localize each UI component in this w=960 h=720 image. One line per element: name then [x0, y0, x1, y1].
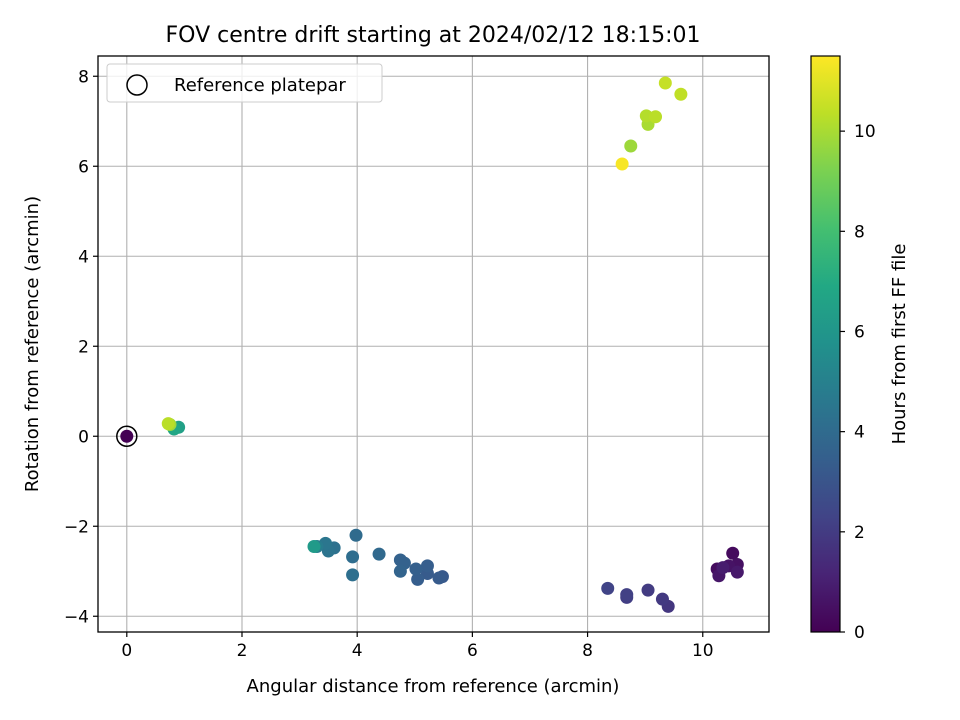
x-tick-label: 8: [582, 641, 593, 661]
legend-marker-reference: [126, 74, 148, 96]
y-tick-label: −4: [64, 607, 89, 627]
plot-frame: [97, 55, 770, 633]
colorbar-tick-label: 4: [854, 423, 865, 443]
colorbar-tick-label: 6: [854, 322, 865, 342]
data-point: [393, 553, 407, 567]
x-axis-label: Angular distance from reference (arcmin): [247, 676, 620, 697]
x-axis-ticks: 0 2 4 6 8 10: [121, 632, 714, 661]
x-tick-label: 10: [692, 641, 714, 661]
data-point: [346, 550, 360, 564]
y-axis-ticks: −4 −2 0 2 4 6 8: [64, 67, 98, 627]
data-point: [726, 546, 740, 560]
data-point: [649, 110, 663, 124]
y-tick-label: 0: [78, 427, 89, 447]
y-tick-label: 8: [78, 67, 89, 87]
data-point: [409, 562, 423, 576]
data-point: [346, 568, 360, 582]
data-point: [411, 572, 425, 586]
data-point: [641, 583, 655, 597]
colorbar-tick-label: 0: [854, 623, 865, 643]
y-tick-label: 4: [78, 247, 89, 267]
x-tick-label: 6: [467, 641, 478, 661]
x-tick-label: 0: [121, 641, 132, 661]
legend: Reference platepar: [106, 63, 383, 103]
colorbar: [810, 55, 841, 633]
data-point: [307, 540, 321, 553]
colorbar-ticks: 0 2 4 6 8 10: [840, 122, 876, 643]
data-point: [674, 87, 688, 101]
data-point: [624, 139, 638, 153]
x-tick-label: 2: [237, 641, 248, 661]
data-point: [601, 581, 615, 595]
data-point: [658, 76, 672, 90]
data-point: [620, 588, 634, 602]
data-point: [393, 564, 407, 578]
scatter-points: [116, 76, 744, 613]
colorbar-label: Hours from first FF file: [889, 244, 910, 445]
colorbar-tick-label: 10: [854, 122, 876, 142]
legend-label-reference: Reference platepar: [174, 75, 346, 96]
data-point: [161, 417, 175, 431]
legend-frame: [106, 63, 383, 103]
colorbar-tick-label: 2: [854, 523, 865, 543]
data-point: [432, 571, 446, 585]
data-point: [349, 528, 363, 542]
data-point-first: [120, 429, 134, 443]
colorbar-tick-label: 8: [854, 222, 865, 242]
grid: [98, 56, 769, 632]
data-point: [716, 561, 730, 575]
y-axis-label: Rotation from reference (arcmin): [22, 196, 43, 492]
data-point: [615, 157, 629, 171]
y-tick-label: 2: [78, 337, 89, 357]
data-point: [730, 565, 744, 579]
chart-title: FOV centre drift starting at 2024/02/12 …: [166, 23, 701, 48]
reference-platepar-marker: [116, 425, 138, 447]
data-point: [372, 547, 386, 561]
data-point: [655, 592, 669, 606]
data-point: [420, 559, 434, 573]
x-tick-label: 4: [352, 641, 363, 661]
y-tick-label: 6: [78, 157, 89, 177]
y-tick-label: −2: [64, 517, 89, 537]
